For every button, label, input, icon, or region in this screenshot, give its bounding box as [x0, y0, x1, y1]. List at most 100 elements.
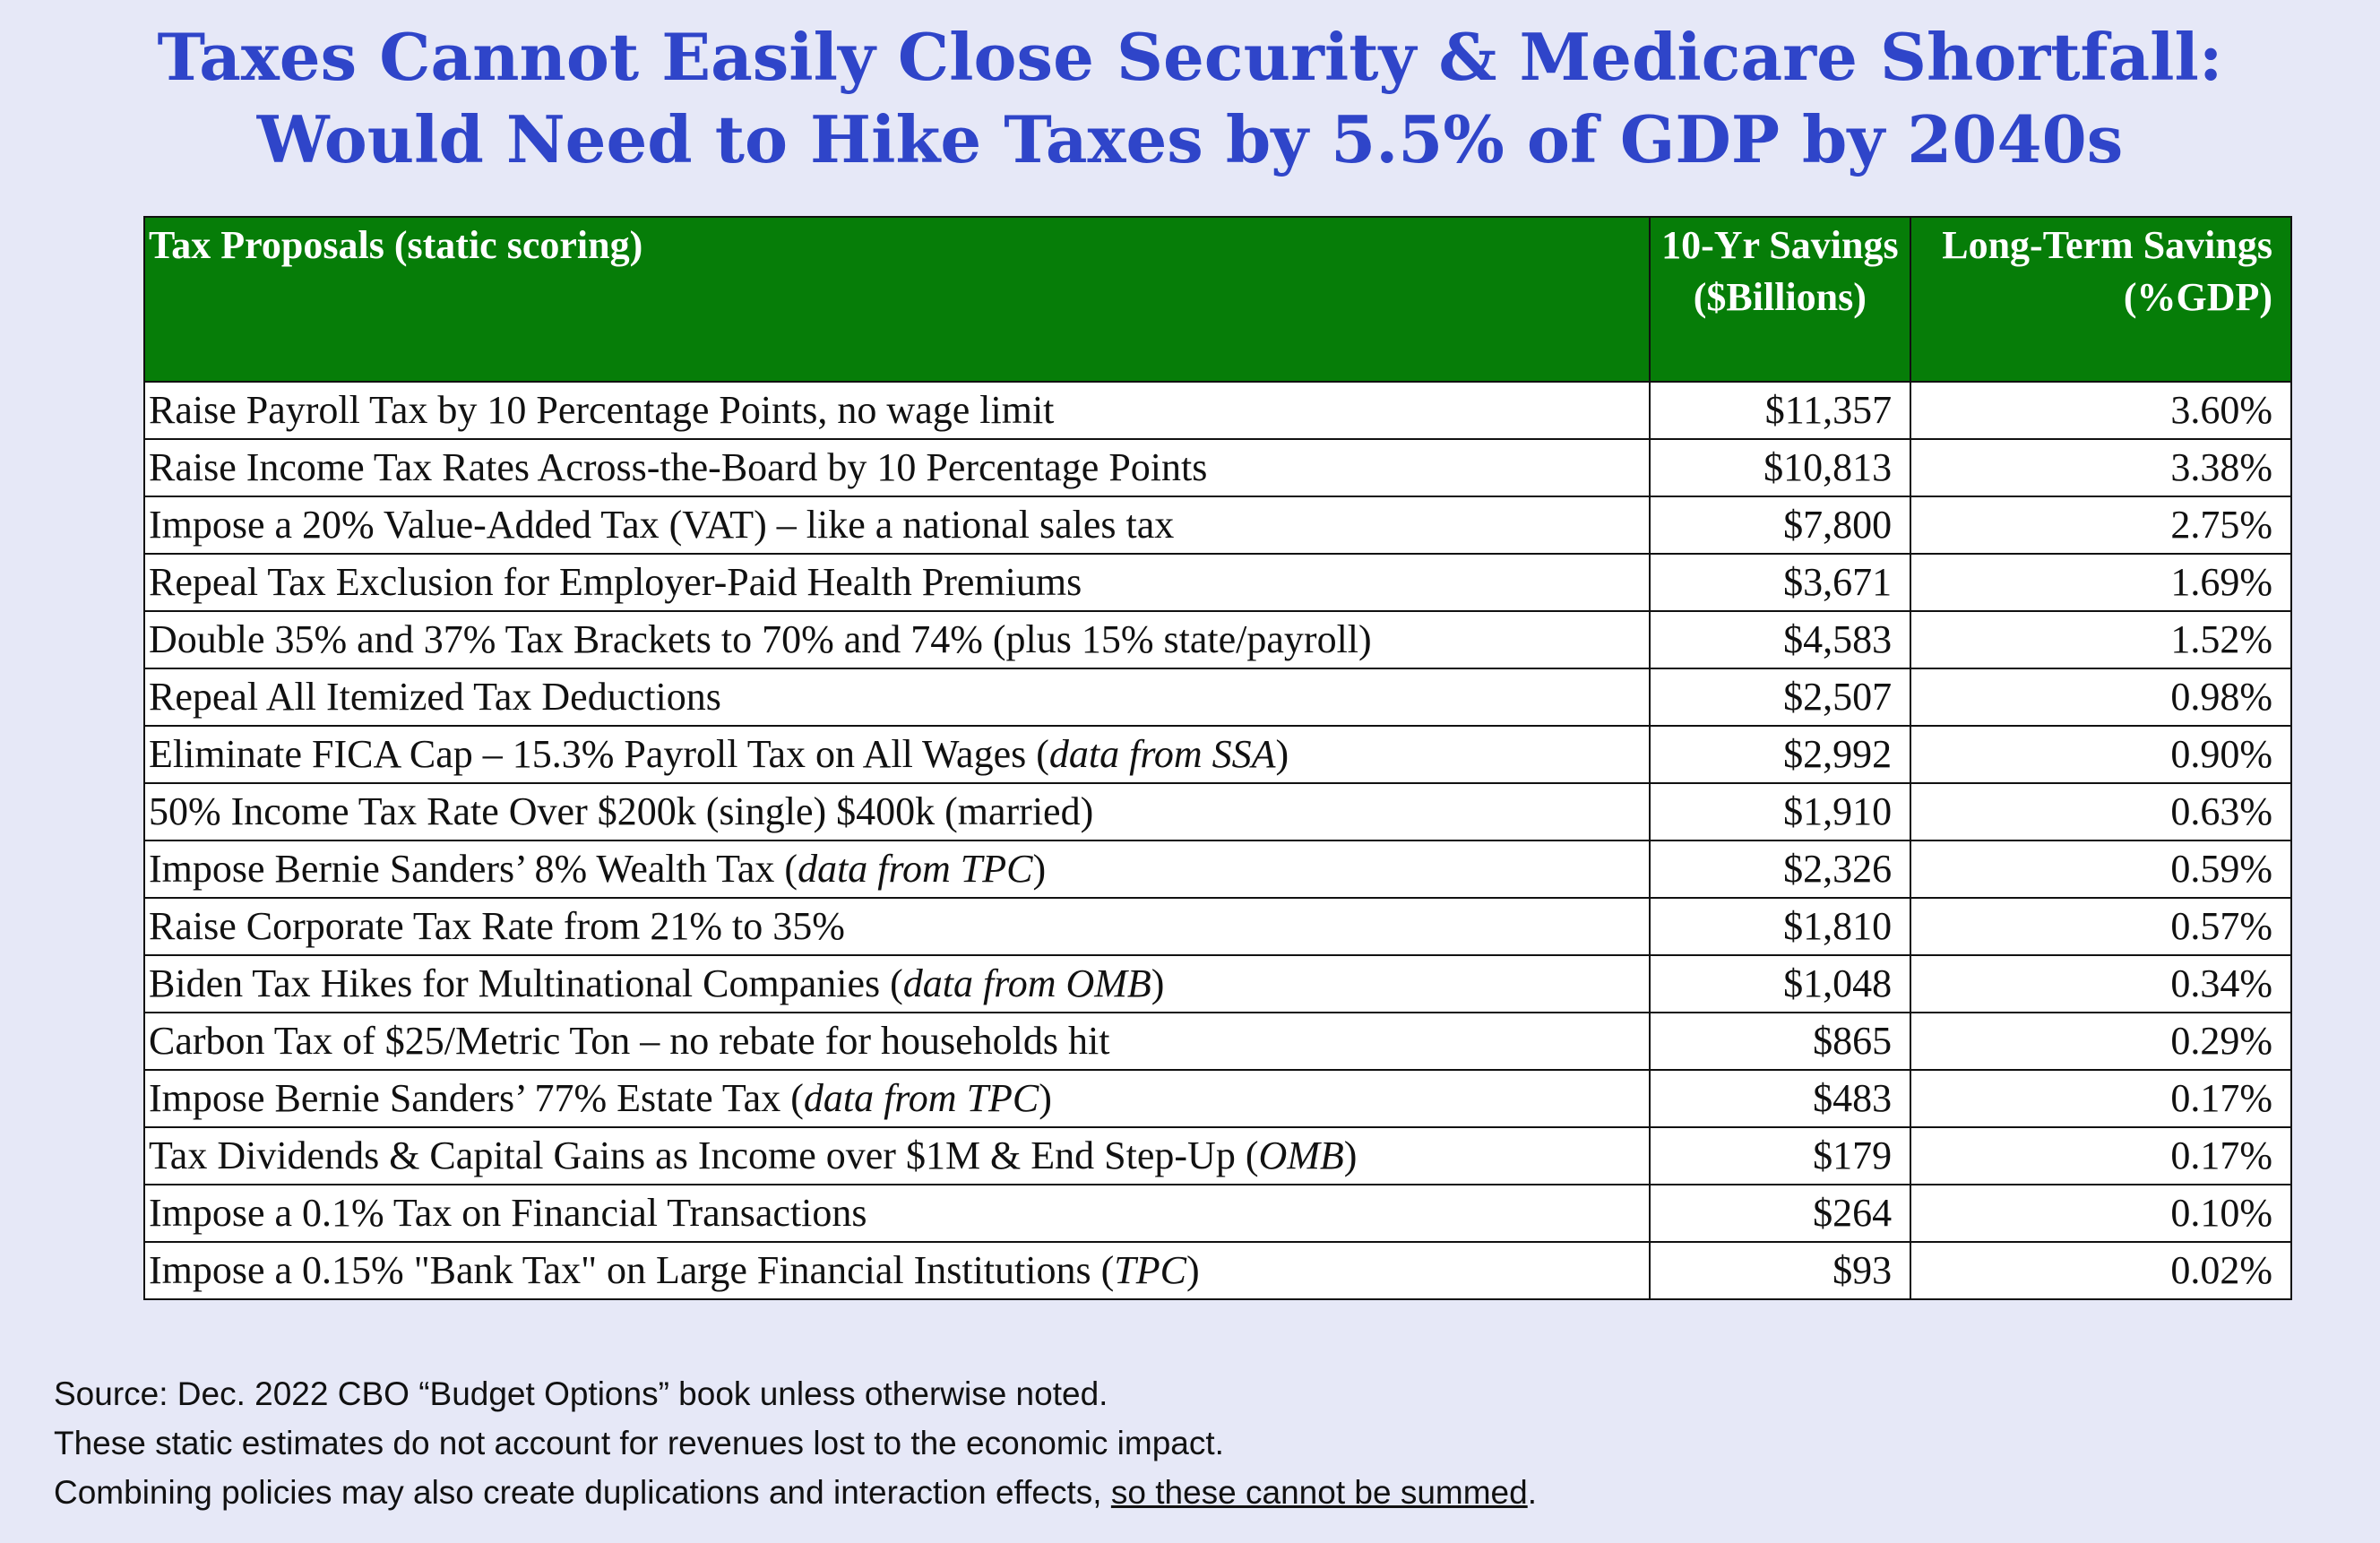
- proposal-text-tail: ): [1039, 1076, 1052, 1120]
- ten-year-savings-cell: $179: [1648, 1126, 1912, 1185]
- proposal-cell: Impose Bernie Sanders’ 8% Wealth Tax (da…: [143, 840, 1651, 899]
- ten-year-savings-cell: $483: [1648, 1069, 1912, 1128]
- long-term-savings-cell: 0.02%: [1910, 1241, 2292, 1300]
- proposal-text: Carbon Tax of $25/Metric Ton – no rebate…: [149, 1019, 1110, 1063]
- table-header: Tax Proposals (static scoring) 10-Yr Sav…: [143, 216, 2292, 383]
- header-row: Tax Proposals (static scoring) 10-Yr Sav…: [143, 216, 2292, 383]
- ten-year-savings-cell: $3,671: [1648, 553, 1912, 612]
- table-row: Carbon Tax of $25/Metric Ton – no rebate…: [143, 1012, 2292, 1071]
- ten-year-savings-cell: $11,357: [1648, 381, 1912, 440]
- proposal-text: Impose a 0.1% Tax on Financial Transacti…: [149, 1191, 867, 1235]
- source-line-3: Combining policies may also create dupli…: [54, 1468, 1537, 1517]
- table-row: Impose Bernie Sanders’ 77% Estate Tax (d…: [143, 1069, 2292, 1128]
- header-tax-proposals: Tax Proposals (static scoring): [143, 216, 1651, 383]
- proposal-text: Raise Income Tax Rates Across-the-Board …: [149, 445, 1208, 489]
- table-body: Raise Payroll Tax by 10 Percentage Point…: [143, 381, 2292, 1300]
- table-row: Impose a 20% Value-Added Tax (VAT) – lik…: [143, 496, 2292, 555]
- table-row: 50% Income Tax Rate Over $200k (single) …: [143, 782, 2292, 841]
- table-row: Raise Income Tax Rates Across-the-Board …: [143, 438, 2292, 497]
- long-term-savings-cell: 0.34%: [1910, 954, 2292, 1013]
- table-row: Biden Tax Hikes for Multinational Compan…: [143, 954, 2292, 1013]
- table-row: Raise Corporate Tax Rate from 21% to 35%…: [143, 897, 2292, 956]
- proposal-text: Impose Bernie Sanders’ 77% Estate Tax (: [149, 1076, 804, 1120]
- proposal-cell: Double 35% and 37% Tax Brackets to 70% a…: [143, 610, 1651, 669]
- proposal-text: Impose a 0.15% "Bank Tax" on Large Finan…: [149, 1248, 1115, 1292]
- proposal-text: Biden Tax Hikes for Multinational Compan…: [149, 961, 903, 1005]
- proposal-cell: Raise Corporate Tax Rate from 21% to 35%: [143, 897, 1651, 956]
- source-line-1: Source: Dec. 2022 CBO “Budget Options” b…: [54, 1375, 1108, 1412]
- proposal-data-source: data from TPC: [798, 847, 1033, 891]
- proposal-text-tail: ): [1186, 1248, 1200, 1292]
- table-row: Raise Payroll Tax by 10 Percentage Point…: [143, 381, 2292, 440]
- table-row: Eliminate FICA Cap – 15.3% Payroll Tax o…: [143, 725, 2292, 784]
- proposal-cell: Impose a 20% Value-Added Tax (VAT) – lik…: [143, 496, 1651, 555]
- table-row: Double 35% and 37% Tax Brackets to 70% a…: [143, 610, 2292, 669]
- page-title: Taxes Cannot Easily Close Security & Med…: [0, 16, 2380, 181]
- ten-year-savings-cell: $264: [1648, 1184, 1912, 1243]
- ten-year-savings-cell: $10,813: [1648, 438, 1912, 497]
- source-line-3-underlined: so these cannot be summed: [1110, 1474, 1528, 1511]
- proposal-data-source: data from SSA: [1048, 732, 1276, 776]
- proposal-data-source: data from OMB: [902, 961, 1151, 1005]
- table-row: Repeal Tax Exclusion for Employer-Paid H…: [143, 553, 2292, 612]
- tax-proposals-table: Tax Proposals (static scoring) 10-Yr Sav…: [143, 216, 2292, 1300]
- proposal-text: Raise Payroll Tax by 10 Percentage Point…: [149, 388, 1055, 432]
- source-notes: Source: Dec. 2022 CBO “Budget Options” b…: [54, 1369, 1537, 1517]
- proposal-cell: Repeal All Itemized Tax Deductions: [143, 668, 1651, 727]
- ten-year-savings-cell: $93: [1648, 1241, 1912, 1300]
- title-line-2: Would Need to Hike Taxes by 5.5% of GDP …: [256, 101, 2124, 177]
- proposal-cell: Carbon Tax of $25/Metric Ton – no rebate…: [143, 1012, 1651, 1071]
- proposal-cell: Impose Bernie Sanders’ 77% Estate Tax (d…: [143, 1069, 1651, 1128]
- title-line-1: Taxes Cannot Easily Close Security & Med…: [157, 19, 2223, 95]
- table-row: Impose a 0.15% "Bank Tax" on Large Finan…: [143, 1241, 2292, 1300]
- proposal-cell: Biden Tax Hikes for Multinational Compan…: [143, 954, 1651, 1013]
- long-term-savings-cell: 0.29%: [1910, 1012, 2292, 1071]
- long-term-savings-cell: 0.98%: [1910, 668, 2292, 727]
- ten-year-savings-cell: $2,326: [1648, 840, 1912, 899]
- table-row: Repeal All Itemized Tax Deductions $2,507…: [143, 668, 2292, 727]
- source-line-3-prefix: Combining policies may also create dupli…: [54, 1474, 1111, 1511]
- proposal-text-tail: ): [1151, 961, 1165, 1005]
- long-term-savings-cell: 0.17%: [1910, 1126, 2292, 1185]
- proposal-text: Repeal Tax Exclusion for Employer-Paid H…: [149, 560, 1082, 604]
- proposal-data-source: TPC: [1114, 1248, 1186, 1292]
- proposal-text-tail: ): [1032, 847, 1047, 891]
- long-term-savings-cell: 0.90%: [1910, 725, 2292, 784]
- long-term-savings-cell: 2.75%: [1910, 496, 2292, 555]
- ten-year-savings-cell: $2,507: [1648, 668, 1912, 727]
- proposal-data-source: OMB: [1258, 1134, 1344, 1177]
- source-line-3-suffix: .: [1527, 1474, 1537, 1511]
- proposal-text: Repeal All Itemized Tax Deductions: [149, 675, 721, 719]
- proposal-text: 50% Income Tax Rate Over $200k (single) …: [149, 789, 1094, 833]
- proposal-cell: 50% Income Tax Rate Over $200k (single) …: [143, 782, 1651, 841]
- table-row: Impose Bernie Sanders’ 8% Wealth Tax (da…: [143, 840, 2292, 899]
- proposal-text-tail: ): [1275, 732, 1289, 776]
- ten-year-savings-cell: $1,048: [1648, 954, 1912, 1013]
- long-term-savings-cell: 3.60%: [1910, 381, 2292, 440]
- ten-year-savings-cell: $1,810: [1648, 897, 1912, 956]
- long-term-savings-cell: 0.17%: [1910, 1069, 2292, 1128]
- proposal-text: Raise Corporate Tax Rate from 21% to 35%: [149, 904, 845, 948]
- header-ten-year-savings: 10-Yr Savings ($Billions): [1648, 216, 1912, 383]
- proposal-text: Eliminate FICA Cap – 15.3% Payroll Tax o…: [149, 732, 1049, 776]
- ten-year-savings-cell: $4,583: [1648, 610, 1912, 669]
- ten-year-savings-cell: $865: [1648, 1012, 1912, 1071]
- header-long-term-savings: Long-Term Savings (%GDP): [1910, 216, 2292, 383]
- long-term-savings-cell: 0.57%: [1910, 897, 2292, 956]
- long-term-savings-cell: 3.38%: [1910, 438, 2292, 497]
- proposal-data-source: data from TPC: [803, 1076, 1039, 1120]
- proposal-cell: Impose a 0.1% Tax on Financial Transacti…: [143, 1184, 1651, 1243]
- proposal-cell: Impose a 0.15% "Bank Tax" on Large Finan…: [143, 1241, 1651, 1300]
- ten-year-savings-cell: $7,800: [1648, 496, 1912, 555]
- ten-year-savings-cell: $2,992: [1648, 725, 1912, 784]
- table-row: Tax Dividends & Capital Gains as Income …: [143, 1126, 2292, 1185]
- long-term-savings-cell: 1.52%: [1910, 610, 2292, 669]
- proposal-text: Impose Bernie Sanders’ 8% Wealth Tax (: [149, 847, 798, 891]
- proposal-cell: Raise Income Tax Rates Across-the-Board …: [143, 438, 1651, 497]
- ten-year-savings-cell: $1,910: [1648, 782, 1912, 841]
- proposal-cell: Tax Dividends & Capital Gains as Income …: [143, 1126, 1651, 1185]
- proposal-text-tail: ): [1343, 1134, 1358, 1177]
- table-row: Impose a 0.1% Tax on Financial Transacti…: [143, 1184, 2292, 1243]
- long-term-savings-cell: 0.63%: [1910, 782, 2292, 841]
- proposal-cell: Eliminate FICA Cap – 15.3% Payroll Tax o…: [143, 725, 1651, 784]
